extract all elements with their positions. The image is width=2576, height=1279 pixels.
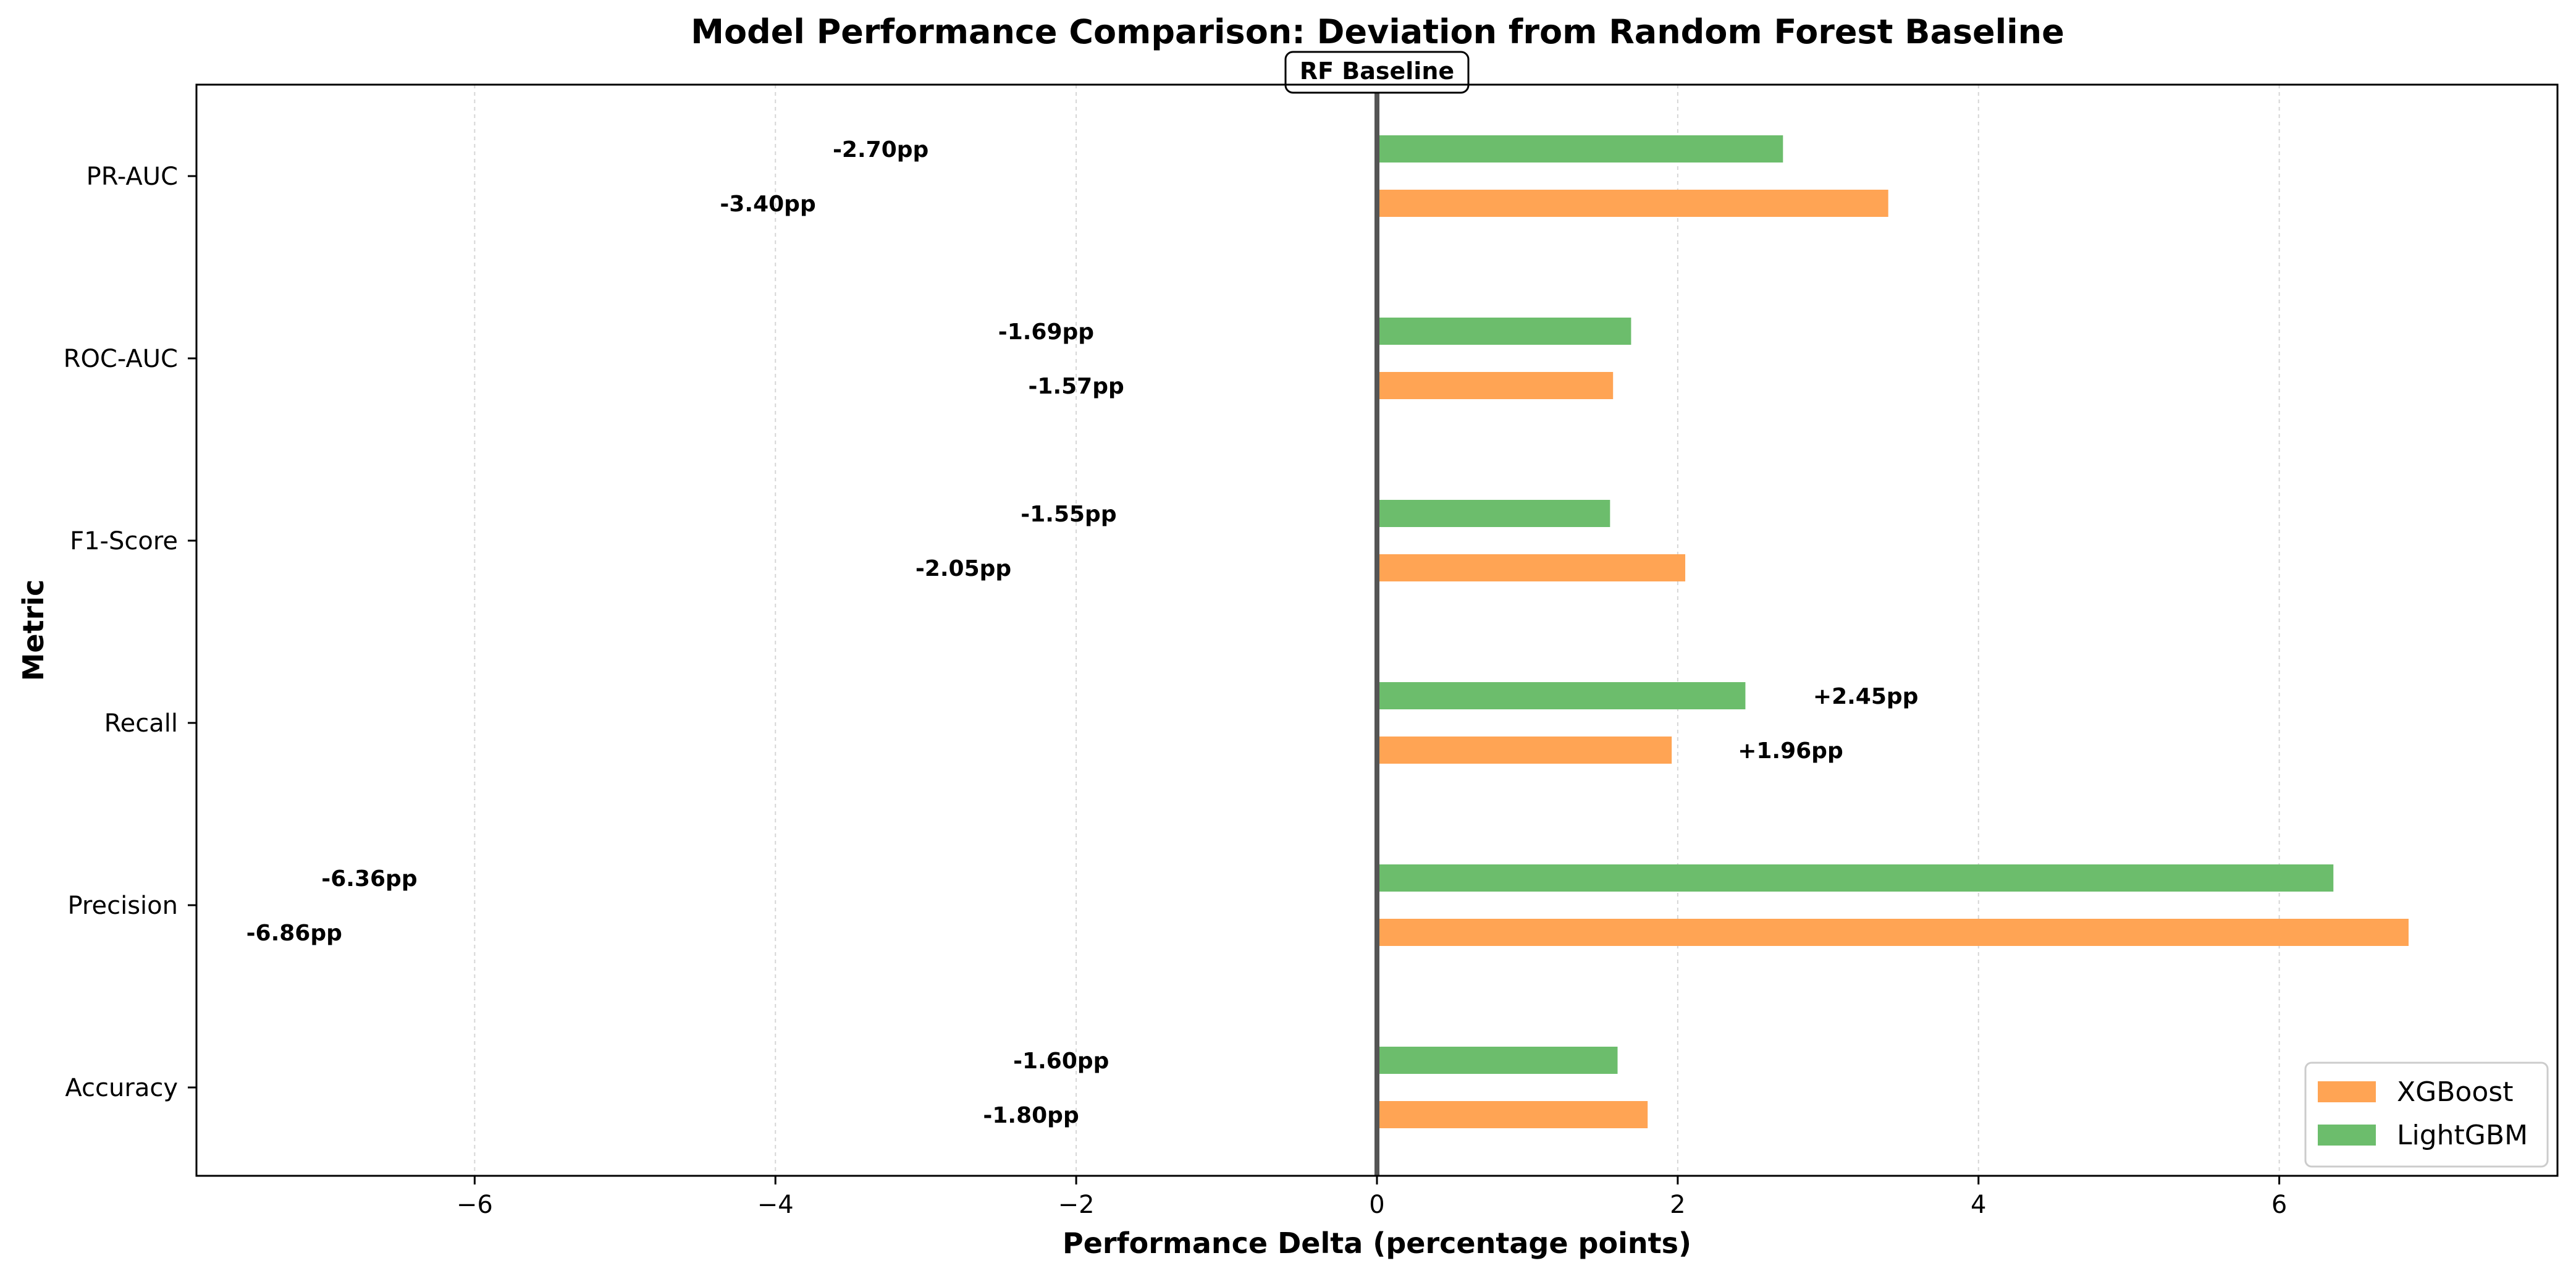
bar-xgboost-accuracy [1377,1101,1648,1128]
chart-title: Model Performance Comparison: Deviation … [691,12,2064,51]
bar-lightgbm-roc-auc [1377,318,1631,345]
data-labels: -1.80pp -6.86pp +1.96pp -2.05pp -1.57pp -3.40… [246,137,1919,1128]
y-tick-label: F1-Score [70,527,178,555]
y-tick-label: ROC-AUC [64,345,178,373]
x-tick-label: −4 [757,1191,794,1219]
baseline-label: RF Baseline [1300,57,1454,85]
bar-xgboost-pr-auc [1377,190,1888,217]
x-axis-label: Performance Delta (percentage points) [1063,1226,1691,1260]
data-label-lightgbm-f1-score: -1.55pp [1021,502,1116,527]
y-tick-label: Accuracy [65,1074,178,1102]
data-label-xgboost-f1-score: -2.05pp [915,556,1011,581]
bar-xgboost-roc-auc [1377,372,1614,399]
legend-label-xgboost: XGBoost [2397,1076,2513,1108]
x-tick-label: 0 [1369,1191,1384,1219]
bar-lightgbm-precision [1377,864,2334,892]
data-label-lightgbm-pr-auc: -2.70pp [833,137,928,163]
data-label-xgboost-recall: +1.96pp [1738,738,1843,764]
x-tick-label: −6 [457,1191,493,1219]
bar-lightgbm-accuracy [1377,1047,1618,1074]
y-axis-ticks: Accuracy Precision Recall F1-Score ROC-AUC PR… [64,163,196,1102]
x-axis-ticks: −6 −4 −2 0 2 4 6 [457,1176,2287,1219]
bar-lightgbm-recall [1377,682,1746,709]
legend: XGBoost LightGBM [2304,1062,2549,1168]
data-label-xgboost-roc-auc: -1.57pp [1028,374,1124,399]
bars [1377,135,2409,1128]
data-label-lightgbm-recall: +2.45pp [1813,684,1919,709]
y-tick-label: PR-AUC [86,163,178,191]
data-label-lightgbm-accuracy: -1.60pp [1013,1049,1109,1074]
x-tick-label: 2 [1670,1191,1685,1219]
data-label-xgboost-accuracy: -1.80pp [983,1103,1079,1128]
data-label-xgboost-precision: -6.86pp [246,921,342,946]
data-label-xgboost-pr-auc: -3.40pp [720,192,815,217]
y-tick-label: Precision [68,892,178,920]
data-label-lightgbm-roc-auc: -1.69pp [998,319,1094,345]
bar-xgboost-recall [1377,737,1672,764]
x-tick-label: 4 [1971,1191,1986,1219]
bar-lightgbm-pr-auc [1377,135,1783,163]
legend-swatch-xgboost [2318,1081,2376,1102]
bar-lightgbm-f1-score [1377,500,1610,527]
data-label-lightgbm-precision: -6.36pp [321,866,417,892]
legend-label-lightgbm: LightGBM [2397,1120,2528,1151]
y-tick-label: Recall [104,709,178,738]
x-tick-label: −2 [1058,1191,1095,1219]
legend-swatch-lightgbm [2318,1125,2376,1146]
x-tick-label: 6 [2271,1191,2287,1219]
bar-xgboost-f1-score [1377,554,1686,581]
baseline-group: RF Baseline [1284,51,1470,1176]
y-axis-label: Metric [17,580,50,682]
bar-xgboost-precision [1377,919,2409,946]
baseline-label-box [1284,51,1470,94]
